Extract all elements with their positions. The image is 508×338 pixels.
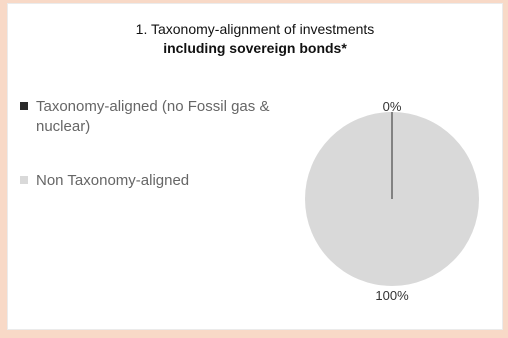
- chart-legend: Taxonomy-aligned (no Fossil gas & nuclea…: [20, 97, 286, 225]
- pie-slices: [305, 112, 479, 286]
- pie-chart: 0% 100%: [305, 99, 479, 303]
- chart-card: 1. Taxonomy-alignment of investments inc…: [7, 3, 503, 330]
- legend-swatch-non-aligned: [20, 176, 28, 184]
- legend-item-aligned: Taxonomy-aligned (no Fossil gas & nuclea…: [20, 97, 286, 137]
- chart-title: 1. Taxonomy-alignment of investments: [135, 21, 375, 37]
- chart-subtitle: including sovereign bonds*: [163, 40, 347, 56]
- legend-label-non-aligned: Non Taxonomy-aligned: [36, 172, 190, 189]
- data-label-aligned: 0%: [383, 99, 402, 114]
- legend-item-non-aligned: Non Taxonomy-aligned: [20, 171, 286, 191]
- data-label-non-aligned: 100%: [375, 288, 409, 303]
- legend-label-aligned: Taxonomy-aligned (no Fossil gas & nuclea…: [36, 98, 270, 135]
- chart-title-block: 1. Taxonomy-alignment of investments inc…: [8, 20, 502, 58]
- legend-swatch-aligned: [20, 102, 28, 110]
